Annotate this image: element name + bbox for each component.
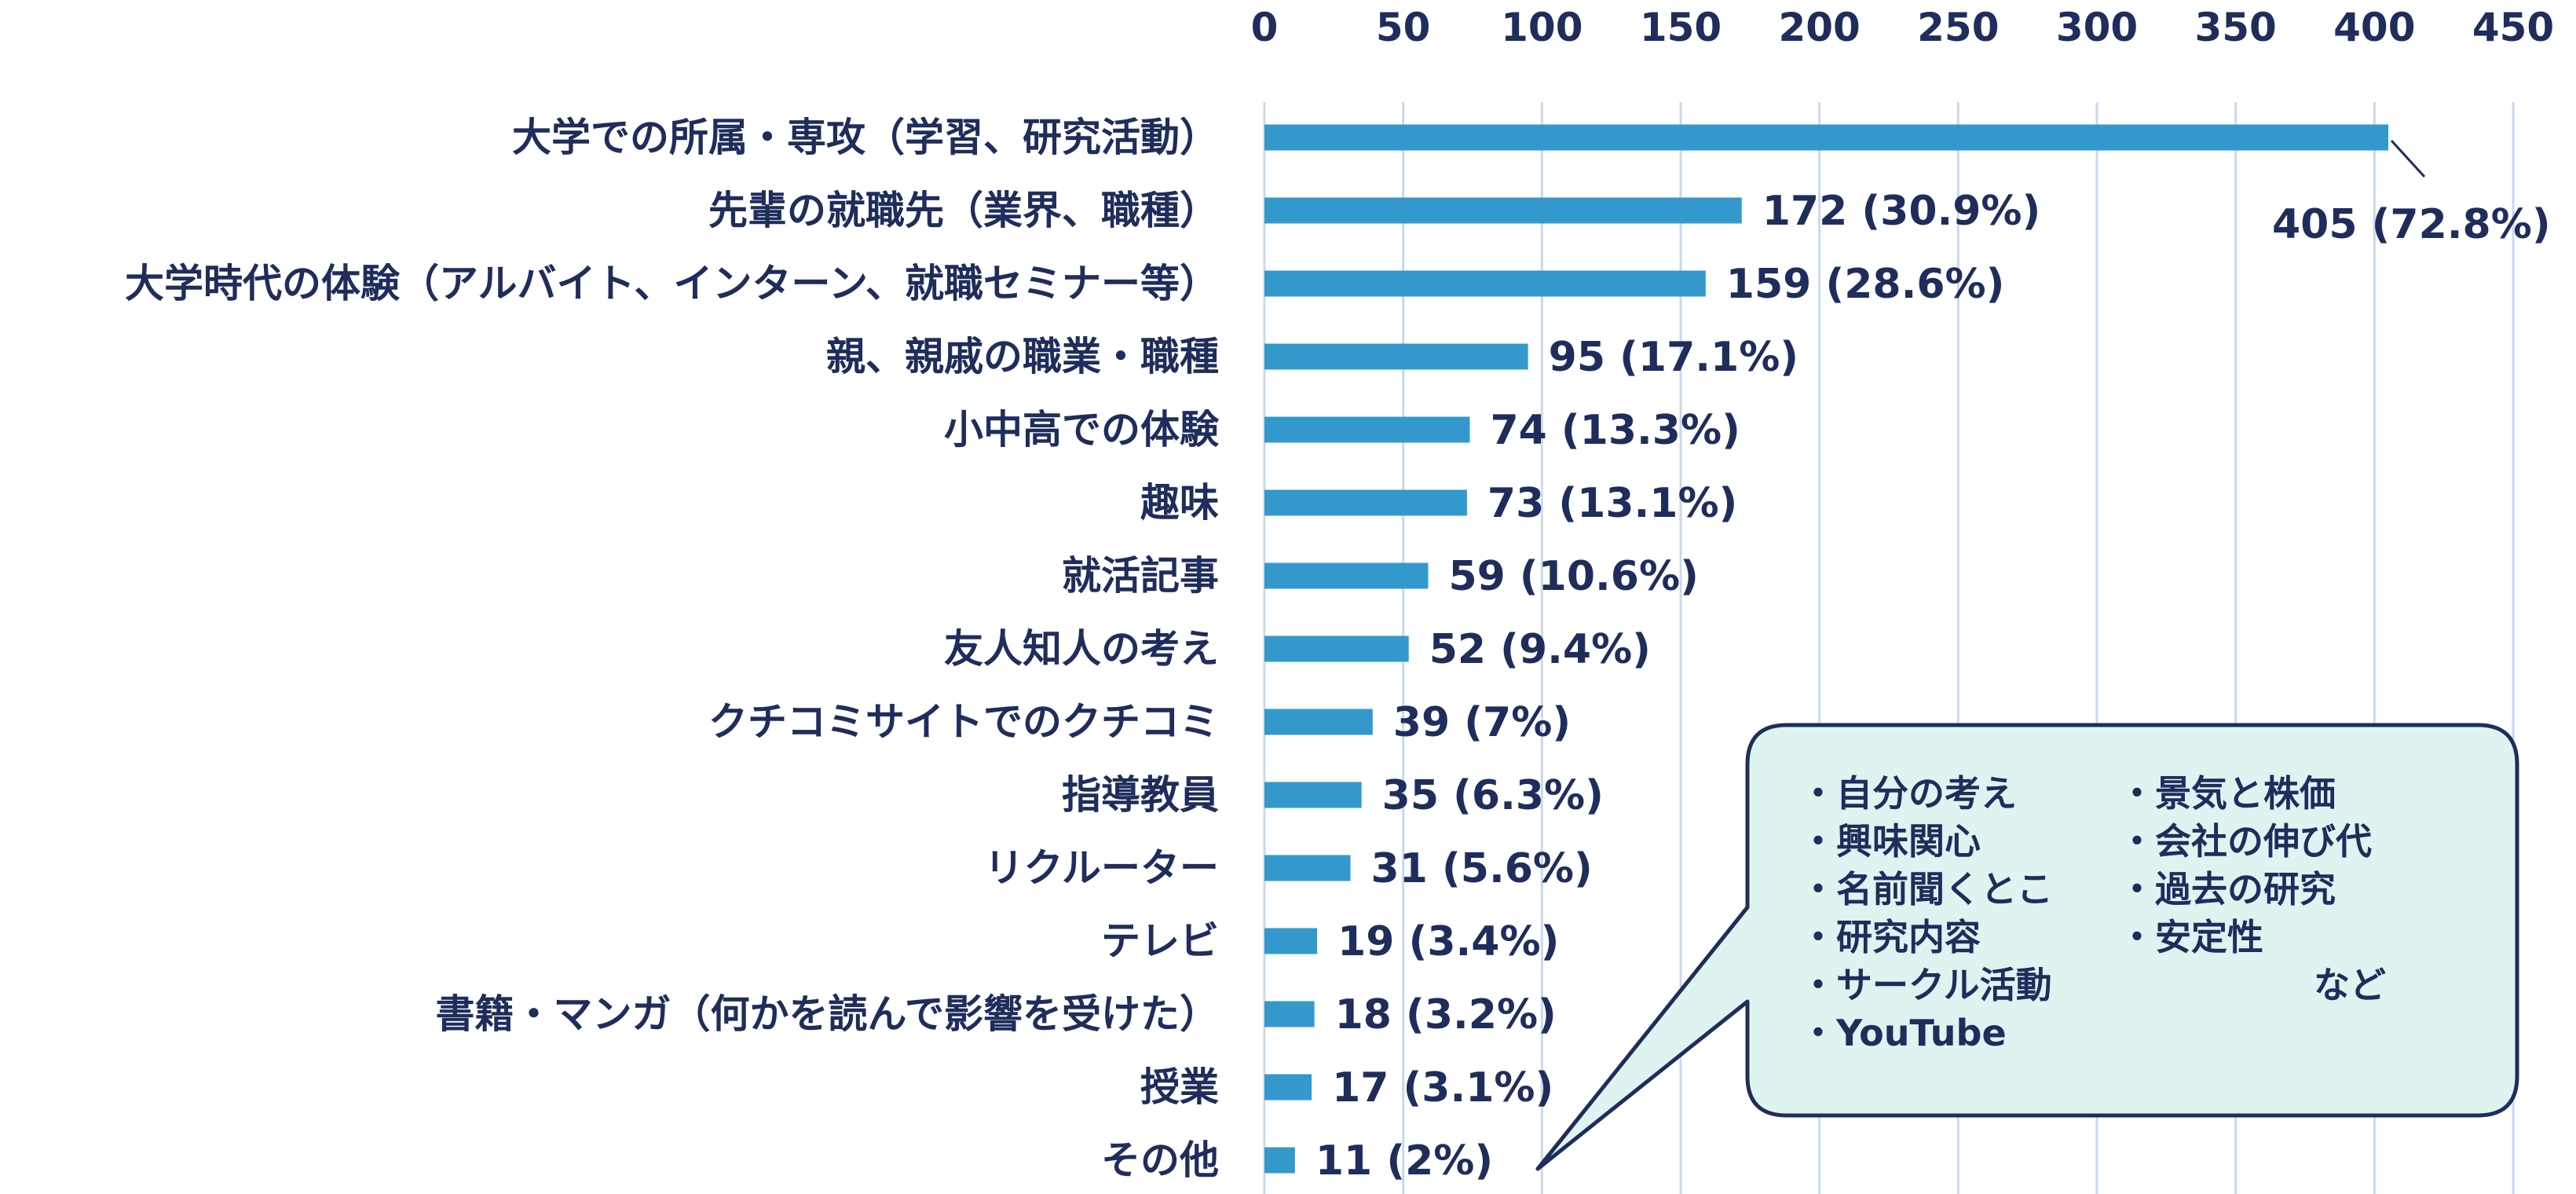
data-label: 405 (72.8%) bbox=[2272, 201, 2551, 248]
bar bbox=[1264, 1001, 1315, 1027]
category-label: 大学時代の体験（アルバイト、インターン、就職セミナー等） bbox=[125, 261, 1219, 306]
bar bbox=[1264, 489, 1467, 516]
x-tick-label: 100 bbox=[1501, 5, 1583, 50]
x-tick-label: 200 bbox=[1778, 5, 1860, 50]
bar bbox=[1264, 1074, 1312, 1101]
category-label: クチコミサイトでのクチコミ bbox=[708, 699, 1219, 745]
category-label: 友人知人の考え bbox=[944, 626, 1219, 672]
bar bbox=[1264, 416, 1470, 443]
x-tick-label: 400 bbox=[2333, 5, 2415, 50]
callout-bubble bbox=[1535, 723, 2519, 1171]
x-axis-ticks: 0 50 100 150 200 250 300 350 400 450 bbox=[1251, 5, 2555, 50]
callout-item: ・会社の伸び代 bbox=[2119, 820, 2372, 863]
category-label: 就活記事 bbox=[1062, 553, 1219, 599]
data-label: 74 (13.3%) bbox=[1490, 407, 1740, 454]
data-labels: 405 (72.8%) 172 (30.9%) 159 (28.6%) 95 (17.… bbox=[1315, 139, 2551, 1185]
data-label: 95 (17.1%) bbox=[1549, 334, 1798, 381]
x-tick-label: 450 bbox=[2472, 5, 2554, 50]
callout-item: ・研究内容 bbox=[1800, 916, 1981, 958]
bar bbox=[1264, 197, 1742, 224]
callout-item: ・過去の研究 bbox=[2119, 868, 2336, 910]
category-labels: 大学での所属・専攻（学習、研究活動） 先輩の就職先（業界、職種） 大学時代の体験（ア… bbox=[125, 115, 1220, 1183]
data-label: 35 (6.3%) bbox=[1382, 772, 1604, 819]
data-label: 11 (2%) bbox=[1315, 1137, 1493, 1185]
data-label: 19 (3.4%) bbox=[1337, 918, 1559, 965]
bar bbox=[1264, 855, 1351, 881]
x-tick-label: 250 bbox=[1917, 5, 1999, 50]
bar bbox=[1264, 782, 1362, 808]
x-tick-label: 300 bbox=[2056, 5, 2138, 50]
x-tick-label: 350 bbox=[2194, 5, 2276, 50]
category-label: その他 bbox=[1101, 1137, 1219, 1183]
bar bbox=[1264, 562, 1429, 589]
callout-item: ・安定性 bbox=[2119, 916, 2263, 958]
category-label: 大学での所属・専攻（学習、研究活動） bbox=[512, 115, 1219, 160]
callout-item: ・興味関心 bbox=[1800, 820, 1981, 863]
bar bbox=[1264, 1147, 1295, 1174]
callout-item: ・名前聞くとこ bbox=[1800, 868, 2053, 910]
bar bbox=[1264, 928, 1318, 954]
x-tick-label: 0 bbox=[1251, 5, 1279, 50]
category-label: テレビ bbox=[1101, 918, 1219, 964]
callout-item: ・YouTube bbox=[1800, 1012, 2007, 1054]
callout-suffix: など bbox=[2314, 964, 2386, 1006]
x-tick-label: 50 bbox=[1376, 5, 1431, 50]
category-label: 授業 bbox=[1140, 1064, 1219, 1110]
bar bbox=[1264, 709, 1373, 735]
category-label: 書籍・マンガ（何かを読んで影響を受けた） bbox=[436, 991, 1220, 1037]
bar bbox=[1264, 635, 1409, 662]
category-label: 親、親戚の職業・職種 bbox=[826, 334, 1219, 379]
callout-item: ・自分の考え bbox=[1800, 772, 2017, 815]
data-label: 17 (3.1%) bbox=[1332, 1064, 1553, 1112]
leader-line bbox=[2390, 139, 2426, 178]
x-tick-label: 150 bbox=[1640, 5, 1722, 50]
data-label: 172 (30.9%) bbox=[1762, 188, 2041, 235]
category-label: 指導教員 bbox=[1062, 772, 1219, 818]
data-label: 59 (10.6%) bbox=[1448, 553, 1698, 600]
data-label: 18 (3.2%) bbox=[1335, 991, 1557, 1038]
data-label: 73 (13.1%) bbox=[1487, 480, 1737, 527]
data-label: 31 (5.6%) bbox=[1371, 845, 1593, 892]
data-label: 159 (28.6%) bbox=[1726, 261, 2005, 308]
bar bbox=[1264, 124, 2388, 151]
callout-box: ・自分の考え・興味関心・名前聞くとこ・研究内容・サークル活動・YouTube ・景… bbox=[1535, 723, 2519, 1171]
bar bbox=[1264, 343, 1528, 370]
category-label: 小中高での体験 bbox=[944, 407, 1220, 452]
data-label: 52 (9.4%) bbox=[1429, 626, 1651, 673]
category-label: 趣味 bbox=[1140, 480, 1219, 526]
bar bbox=[1264, 270, 1706, 297]
data-label: 39 (7%) bbox=[1393, 699, 1571, 746]
callout-item: ・景気と株価 bbox=[2119, 772, 2336, 815]
callout-item: ・サークル活動 bbox=[1800, 964, 2052, 1006]
category-label: リクルーター bbox=[985, 845, 1220, 891]
category-label: 先輩の就職先（業界、職種） bbox=[708, 188, 1219, 233]
bars bbox=[1264, 124, 2388, 1174]
